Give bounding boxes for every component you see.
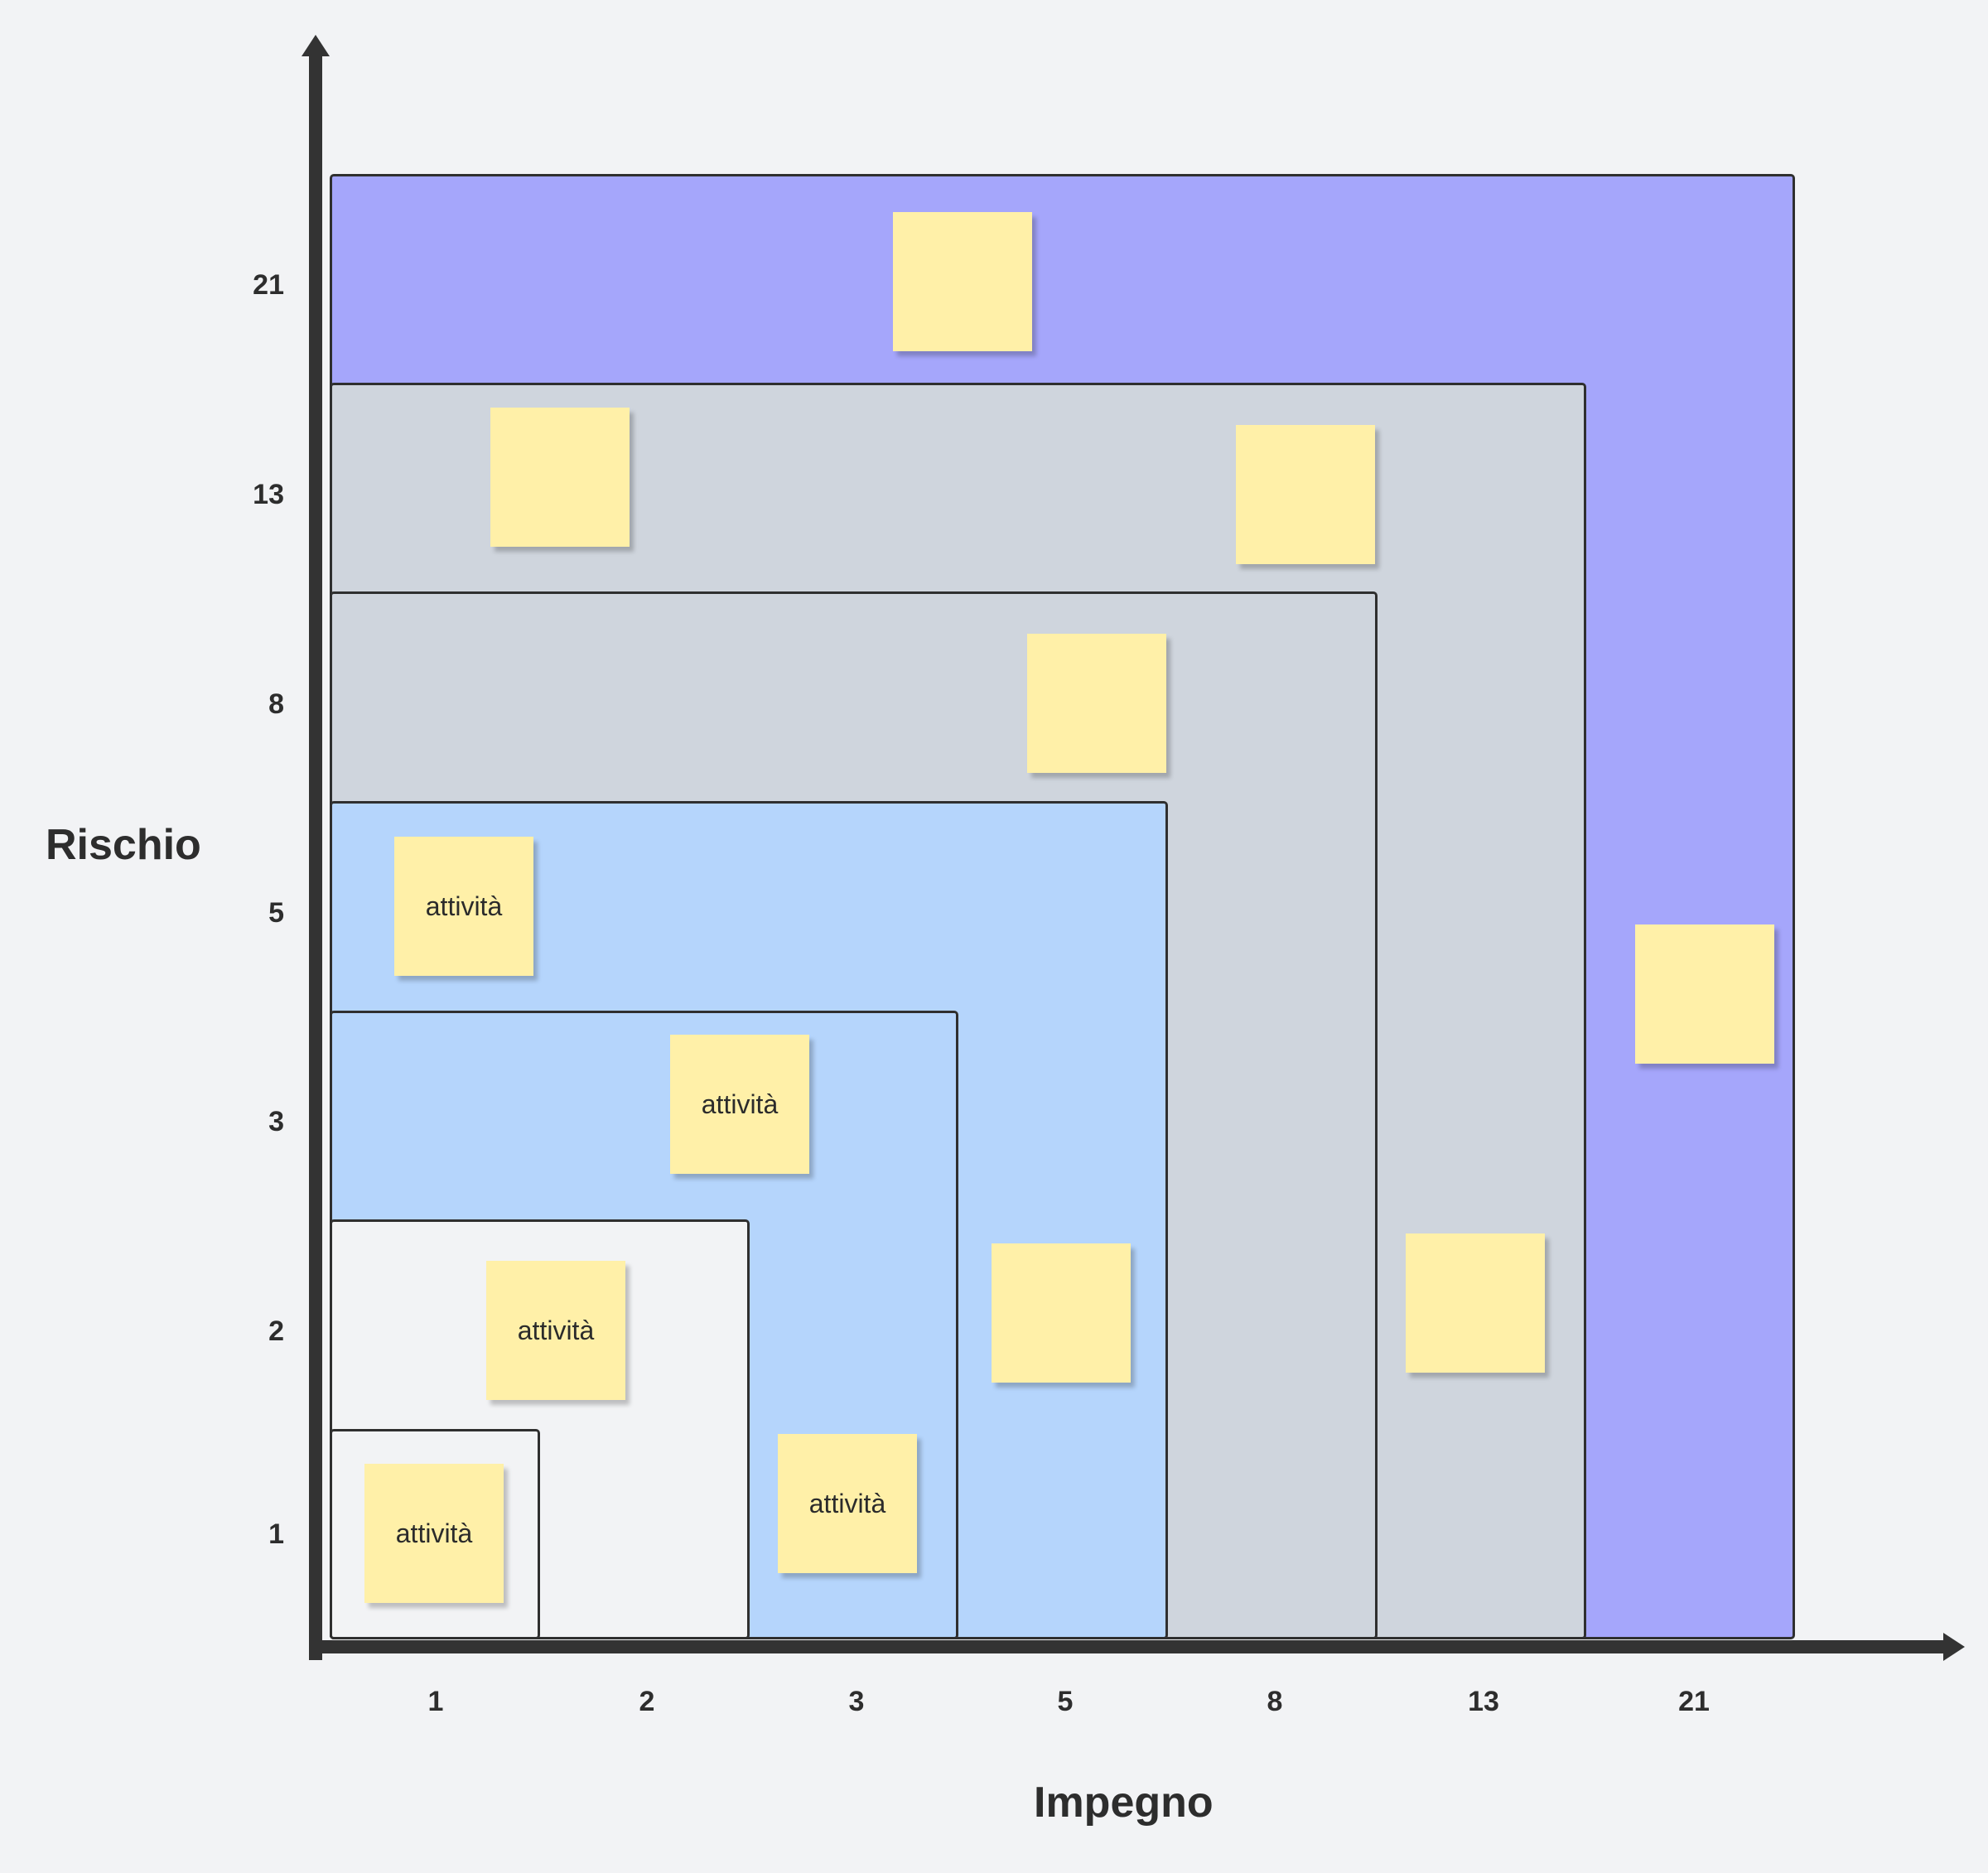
sticky-note[interactable] xyxy=(490,408,630,547)
x-tick-label: 21 xyxy=(1678,1686,1710,1717)
sticky-note[interactable] xyxy=(1236,425,1375,564)
x-tick-label: 5 xyxy=(1057,1686,1074,1717)
y-axis-arrowhead xyxy=(302,35,330,56)
x-tick-label: 8 xyxy=(1267,1686,1283,1717)
x-tick-label: 3 xyxy=(848,1686,865,1717)
sticky-note[interactable] xyxy=(1027,634,1166,773)
y-tick-label: 13 xyxy=(253,479,284,510)
x-axis-line xyxy=(309,1640,1945,1653)
sticky-note[interactable]: attività xyxy=(670,1035,809,1174)
sticky-note[interactable]: attività xyxy=(364,1464,504,1603)
x-tick-label: 1 xyxy=(427,1686,444,1717)
sticky-note[interactable]: attività xyxy=(486,1261,625,1400)
y-tick-label: 2 xyxy=(268,1315,284,1347)
y-axis-title: Rischio xyxy=(46,821,201,869)
y-tick-label: 5 xyxy=(268,897,284,929)
sticky-note[interactable]: attività xyxy=(778,1434,917,1573)
y-tick-label: 3 xyxy=(268,1106,284,1137)
x-axis-title: Impegno xyxy=(1034,1779,1214,1827)
y-tick-label: 21 xyxy=(253,269,284,301)
y-axis-line xyxy=(309,50,322,1660)
sticky-note[interactable] xyxy=(992,1243,1131,1383)
sticky-note[interactable]: attività xyxy=(394,837,533,976)
x-axis-arrowhead xyxy=(1943,1633,1965,1661)
sticky-note[interactable] xyxy=(1635,924,1774,1064)
y-tick-label: 1 xyxy=(268,1518,284,1550)
x-tick-label: 2 xyxy=(639,1686,655,1717)
y-tick-label: 8 xyxy=(268,688,284,720)
sticky-note[interactable] xyxy=(893,212,1032,351)
sticky-note[interactable] xyxy=(1406,1233,1545,1373)
x-tick-label: 13 xyxy=(1468,1686,1499,1717)
